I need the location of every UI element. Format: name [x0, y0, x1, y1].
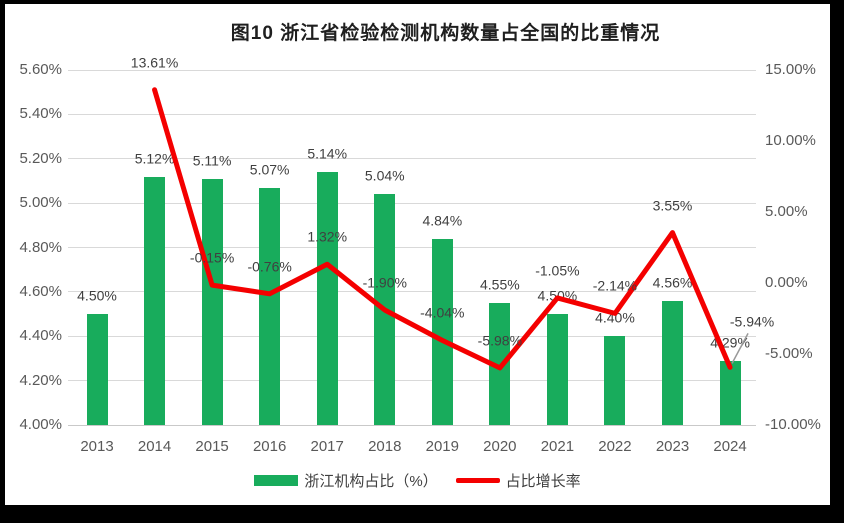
bar-value-label: 5.04% — [364, 167, 405, 184]
x-axis-tick-label: 2017 — [310, 438, 344, 455]
line-value-label: -1.90% — [362, 274, 407, 291]
bar — [489, 302, 511, 425]
gridline — [68, 113, 756, 115]
bar — [316, 172, 338, 425]
gridline — [68, 247, 756, 248]
y-axis-left-tick-label: 5.40% — [19, 105, 62, 123]
bar-value-label: 5.07% — [249, 161, 290, 178]
x-axis-tick-label: 2018 — [368, 438, 402, 455]
legend-swatch-bar — [254, 475, 299, 486]
x-axis-tick-label: 2023 — [655, 438, 690, 455]
legend-label-bar-series: 浙江机构占比（%） — [304, 473, 438, 490]
x-axis-tick-label: 2013 — [80, 438, 114, 455]
bar-value-label: 5.14% — [307, 145, 348, 162]
y-axis-left-tick-label: 5.20% — [19, 149, 62, 167]
legend-item-line-series: 占比增长率 — [455, 470, 581, 491]
growth-line-layer — [152, 87, 749, 371]
legend-label-line-series: 占比增长率 — [505, 473, 581, 490]
line-value-label: -5.98% — [477, 332, 523, 349]
bar-value-label: 5.12% — [134, 150, 175, 166]
legend-swatch-line — [455, 478, 500, 483]
bar-value-label: 4.84% — [422, 212, 463, 229]
line-value-label: -5.94% — [729, 313, 775, 330]
y-axis-right-tick-label: 10.00% — [765, 132, 816, 149]
figure-title: 图10 浙江省检验检测机构数量占全国的比重情况 — [230, 23, 661, 44]
bar — [374, 194, 396, 425]
bar — [546, 314, 568, 425]
line-value-label: 3.55% — [652, 197, 693, 214]
gridline — [68, 380, 756, 382]
y-axis-left-tick-label: 4.80% — [19, 238, 62, 256]
y-axis-left-tick-label: 5.60% — [19, 61, 62, 78]
bar-value-label: 4.55% — [479, 276, 520, 293]
bar-value-label: 4.50% — [537, 287, 578, 304]
y-axis-right-tick-label: 15.00% — [765, 61, 816, 78]
line-value-label: -1.05% — [535, 262, 580, 279]
line-value-label: 13.61% — [130, 54, 179, 71]
y-axis-right-tick-label: -5.00% — [765, 345, 813, 362]
y-axis-left-tick-label: 4.20% — [19, 371, 62, 389]
line-value-label: -0.76% — [247, 258, 292, 275]
bar-value-label: 4.29% — [710, 334, 750, 351]
bar — [431, 238, 453, 425]
y-axis-right-tick-label: 0.00% — [765, 274, 808, 291]
gridline — [68, 424, 756, 426]
bar-value-label: 4.56% — [652, 274, 693, 291]
x-axis-tick-label: 2014 — [137, 438, 172, 455]
legend-item-bar-series: 浙江机构占比（%） — [254, 470, 438, 491]
x-axis-tick-label: 2019 — [425, 438, 459, 455]
y-axis-left-tick-label: 4.00% — [19, 416, 62, 433]
line-value-label: -2.14% — [592, 277, 638, 294]
gridline — [68, 335, 756, 337]
bar — [259, 187, 281, 425]
x-axis-tick-label: 2024 — [713, 438, 747, 455]
bar-value-label: 5.11% — [192, 152, 232, 169]
bar-value-label: 4.40% — [595, 309, 635, 326]
line-value-label: -0.15% — [189, 249, 235, 266]
legend: 浙江机构占比（%） 占比增长率 — [5, 470, 830, 491]
bar-value-label: 4.50% — [77, 287, 117, 304]
gridline — [68, 291, 756, 293]
x-axis-tick-label: 2022 — [598, 438, 632, 455]
bar — [201, 178, 223, 425]
y-axis-left-tick-label: 4.60% — [19, 282, 62, 300]
bar — [719, 360, 741, 425]
gridline — [68, 69, 756, 71]
y-axis-left-tick-label: 5.00% — [19, 194, 62, 212]
bar — [144, 176, 166, 425]
y-axis-left-tick-label: 4.40% — [19, 327, 62, 345]
y-axis-right-tick-label: -10.00% — [765, 416, 821, 433]
line-value-label: 1.32% — [307, 228, 348, 245]
x-axis-tick-label: 2015 — [195, 438, 229, 455]
x-axis-tick-label: 2021 — [540, 438, 575, 455]
x-axis-tick-label: 2020 — [483, 438, 517, 455]
bar — [662, 300, 683, 425]
y-axis-right-tick-label: 5.00% — [765, 203, 808, 220]
x-axis-tick-label: 2016 — [252, 438, 287, 455]
line-value-label: -4.04% — [420, 304, 465, 321]
chart-panel: 图10 浙江省检验检测机构数量占全国的比重情况 浙江机构占比（%） 占比增长率 … — [5, 4, 830, 505]
bar — [604, 336, 626, 425]
bar — [86, 314, 108, 425]
